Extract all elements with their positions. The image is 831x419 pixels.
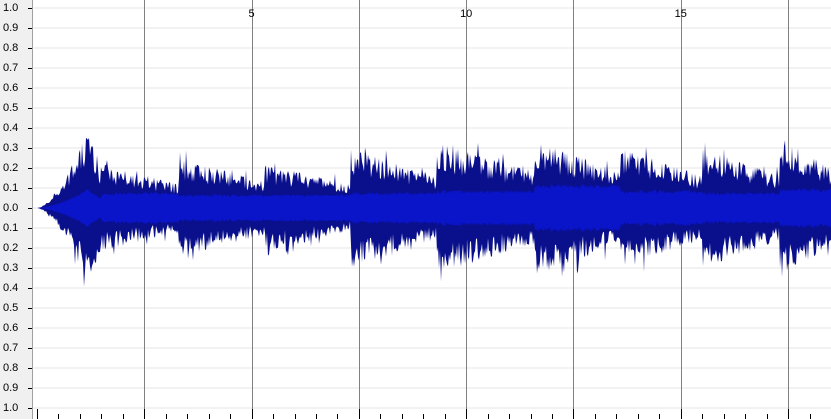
amplitude-label: 1.0	[3, 402, 19, 414]
amplitude-tick	[28, 48, 32, 49]
amplitude-tick	[28, 208, 32, 209]
amplitude-label: 0.6	[3, 82, 19, 94]
time-label: 15	[674, 8, 687, 20]
amplitude-label: 0.0	[3, 202, 19, 214]
amplitude-tick	[28, 148, 32, 149]
time-label: 10	[460, 8, 473, 20]
amplitude-label: 0.5	[3, 302, 19, 314]
amplitude-label: 0.6	[3, 322, 19, 334]
waveform-rms-shape	[33, 184, 831, 232]
amplitude-tick	[28, 248, 32, 249]
amplitude-label: 0.1	[3, 222, 19, 234]
amplitude-tick	[28, 328, 32, 329]
amplitude-label: 0.1	[3, 182, 19, 194]
amplitude-tick	[28, 128, 32, 129]
amplitude-tick	[28, 288, 32, 289]
amplitude-tick	[28, 8, 32, 9]
amplitude-ruler: 1.0 0.9 0.8 0.7 0.6 0.5 0.4 0.3 0.2 0.1 0.0 0.1 0.2 0…	[0, 0, 33, 419]
time-ruler-ticks	[37, 409, 811, 419]
amplitude-label: 0.7	[3, 342, 19, 354]
amplitude-label: 1.0	[3, 2, 19, 14]
amplitude-label: 0.8	[3, 42, 19, 54]
amplitude-label: 0.5	[3, 102, 19, 114]
amplitude-label: 0.2	[3, 162, 19, 174]
amplitude-label: 0.8	[3, 362, 19, 374]
amplitude-tick	[28, 88, 32, 89]
amplitude-tick	[28, 28, 32, 29]
amplitude-tick	[28, 268, 32, 269]
amplitude-label: 0.2	[3, 242, 19, 254]
amplitude-label: 0.9	[3, 22, 19, 34]
amplitude-tick	[28, 188, 32, 189]
amplitude-label: 0.9	[3, 382, 19, 394]
amplitude-label: 0.7	[3, 62, 19, 74]
amplitude-tick	[28, 108, 32, 109]
waveform-track[interactable]	[33, 0, 831, 419]
amplitude-label: 0.4	[3, 282, 19, 294]
amplitude-tick	[28, 68, 32, 69]
time-label: 5	[248, 8, 255, 20]
amplitude-tick	[28, 168, 32, 169]
amplitude-label: 0.3	[3, 142, 19, 154]
waveform-rms	[33, 184, 831, 232]
amplitude-tick	[28, 408, 32, 409]
amplitude-tick	[28, 308, 32, 309]
amplitude-tick	[28, 228, 32, 229]
amplitude-tick	[28, 388, 32, 389]
amplitude-tick	[28, 368, 32, 369]
amplitude-label: 0.4	[3, 122, 19, 134]
amplitude-tick	[28, 348, 32, 349]
amplitude-label: 0.3	[3, 262, 19, 274]
